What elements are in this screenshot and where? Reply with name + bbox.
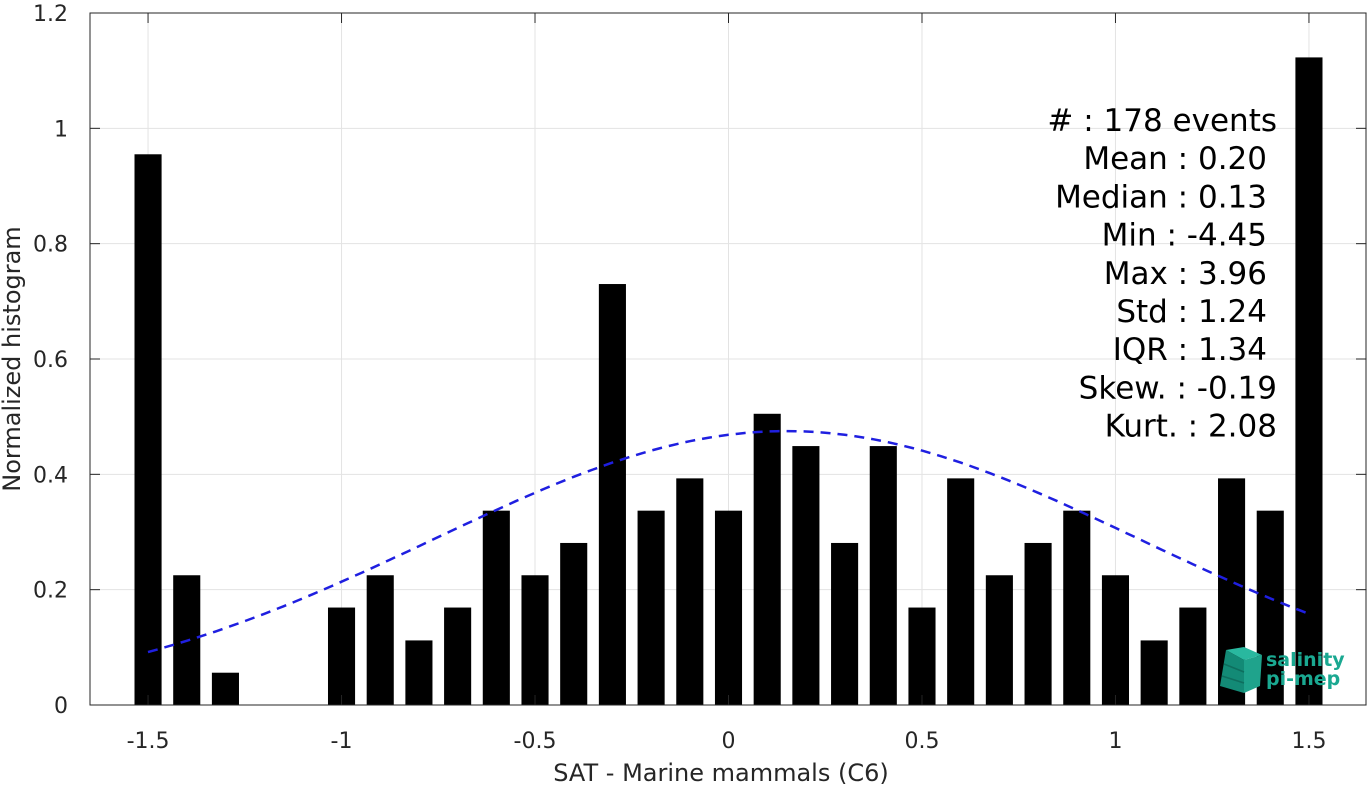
stat-line: IQR : 1.34 xyxy=(1113,332,1267,368)
histogram-bar xyxy=(637,510,665,705)
stat-line: Min : -4.45 xyxy=(1102,218,1267,254)
histogram-bar xyxy=(947,478,975,705)
histogram-bar xyxy=(521,575,549,705)
salinity-pimep-logo: salinity pi-mep xyxy=(1220,647,1345,693)
stat-line: Kurt. : 2.08 xyxy=(1105,409,1277,445)
histogram-bar xyxy=(676,478,704,705)
histogram-bar xyxy=(908,607,936,705)
x-tick-label: 1.5 xyxy=(1291,729,1326,754)
x-tick-label: -1.5 xyxy=(127,729,170,754)
x-tick-label: -0.5 xyxy=(514,729,557,754)
histogram-bar xyxy=(1140,640,1168,705)
histogram-bar xyxy=(598,284,626,705)
y-tick-labels: 0 0.2 0.4 0.6 0.8 1 1.2 xyxy=(33,2,68,719)
histogram-bar xyxy=(831,542,859,705)
x-tick-labels: -1.5 -1 -0.5 0 0.5 1 1.5 xyxy=(127,729,1327,754)
cube-icon xyxy=(1220,647,1262,693)
x-axis-label: SAT - Marine mammals (C6) xyxy=(553,759,888,785)
y-tick-label: 0.2 xyxy=(33,579,68,604)
y-tick-label: 0.4 xyxy=(33,463,68,488)
stat-line: Skew. : -0.19 xyxy=(1079,370,1277,406)
y-tick-label: 0.6 xyxy=(33,348,68,373)
histogram-bar xyxy=(1179,607,1207,705)
stat-line: # : 178 events xyxy=(1047,103,1277,139)
histogram-bar xyxy=(482,510,510,705)
histogram-bar xyxy=(1101,575,1130,705)
y-tick-label: 1 xyxy=(54,117,68,142)
logo-text-pimep: pi-mep xyxy=(1266,668,1340,690)
x-tick-label: 0.5 xyxy=(904,729,939,754)
y-axis-label: Normalized histogram xyxy=(0,226,26,491)
histogram-bar xyxy=(444,607,472,705)
y-tick-label: 0.8 xyxy=(33,233,68,258)
histogram-bar xyxy=(405,640,433,705)
histogram-bar xyxy=(753,413,781,705)
x-tick-label: 0 xyxy=(722,729,736,754)
x-tick-label: 1 xyxy=(1108,729,1122,754)
y-tick-label: 0 xyxy=(54,694,68,719)
histogram-bar xyxy=(1295,57,1323,706)
x-tick-label: -1 xyxy=(331,729,353,754)
histogram-bar xyxy=(560,542,588,705)
fit-curve-layer xyxy=(147,429,1310,654)
histogram-bar xyxy=(792,446,820,705)
y-tick-label: 1.2 xyxy=(33,2,68,27)
stat-line: Mean : 0.20 xyxy=(1083,141,1267,177)
stat-line: Median : 0.13 xyxy=(1055,179,1267,215)
histogram-bar xyxy=(869,446,897,705)
histogram-bar xyxy=(134,154,162,706)
histogram-bar xyxy=(985,575,1013,705)
histogram-bar xyxy=(211,672,239,705)
histogram-bar xyxy=(366,575,394,705)
stat-line: Std : 1.24 xyxy=(1116,294,1267,330)
histogram-bar xyxy=(1063,510,1091,705)
histogram-bar xyxy=(1024,542,1052,705)
axes xyxy=(89,12,1367,706)
normal-fit-curve xyxy=(147,429,1310,654)
histogram-bar xyxy=(327,607,356,705)
histogram-bar xyxy=(714,510,743,705)
histogram-bar xyxy=(1256,510,1284,705)
logo-text-salinity: salinity xyxy=(1266,649,1345,671)
stat-line: Max : 3.96 xyxy=(1104,256,1267,292)
